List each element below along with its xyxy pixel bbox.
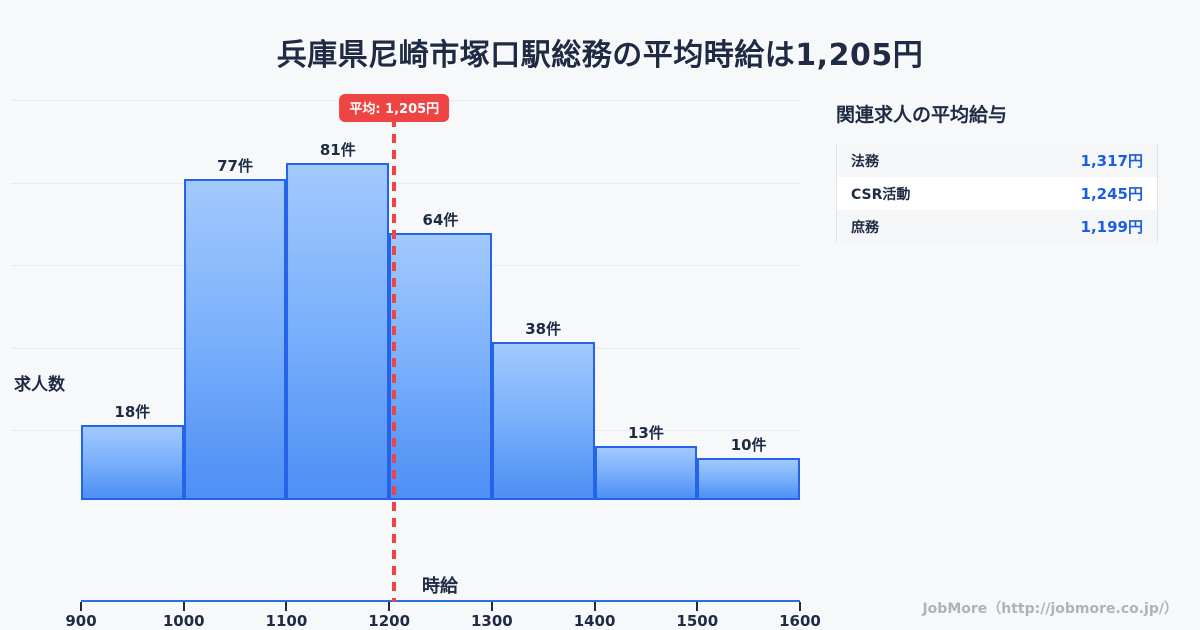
related-salary-panel: 関連求人の平均給与 法務 1,317円 CSR活動 1,245円庶務 1,199円 (836, 100, 1166, 243)
x-axis-tick (182, 602, 185, 611)
bar-value-label: 13件 (627, 423, 664, 442)
plot-area: 18件 77件 81件 64件 38件 13件 10件 (11, 100, 800, 500)
x-axis-tick-label: 1200 (368, 612, 411, 630)
gridline (11, 182, 800, 184)
related-salary-value: 1,245円 (1080, 185, 1143, 203)
related-salary-job-name: CSR活動 (851, 186, 911, 203)
bar-value-label: 77件 (217, 157, 253, 176)
bar (594, 445, 698, 500)
related-salary-heading: 関連求人の平均給与 (836, 104, 1008, 126)
related-salary-row: 法務 1,317円 (837, 144, 1157, 177)
x-axis-tick-label: 1100 (265, 612, 308, 630)
bar-value-label: 38件 (525, 319, 562, 338)
x-axis-tick (696, 602, 699, 611)
bar-value-label: 10件 (730, 436, 767, 455)
bar (183, 179, 287, 500)
related-salary-job-name: 法務 (851, 153, 879, 170)
histogram-chart: 18件 77件 81件 64件 38件 13件 10件 求人数 900 1000 1100 120… (0, 90, 830, 630)
bar (491, 341, 595, 500)
x-axis-tick-label: 1400 (573, 612, 616, 630)
x-axis-tick (388, 602, 391, 611)
related-salary-table: 法務 1,317円 CSR活動 1,245円庶務 1,199円 (836, 144, 1158, 243)
mean-value-badge: 平均: 1,205円 (339, 94, 450, 122)
x-axis-tick (285, 602, 288, 611)
y-axis-label: 求人数 (14, 375, 65, 395)
x-axis-tick-label: 1600 (779, 612, 821, 630)
x-axis-tick-label: 1000 (162, 612, 205, 630)
footer-attribution: JobMore（http://jobmore.co.jp/） (922, 601, 1178, 617)
x-axis-line (81, 600, 800, 602)
bar-value-label: 81件 (319, 140, 356, 159)
related-salary-row: 庶務 1,199円 (837, 210, 1157, 243)
bar (81, 425, 184, 500)
related-salary-row: CSR活動 1,245円 (837, 177, 1157, 210)
page-title: 兵庫県尼崎市塚口駅総務の平均時給は1,205円 (276, 38, 924, 73)
x-axis-tick (799, 602, 801, 611)
x-axis-tick (490, 602, 493, 611)
x-axis-label: 時給 (422, 576, 458, 597)
related-salary-job-name: 庶務 (851, 219, 879, 236)
bar-value-label: 18件 (114, 403, 151, 421)
mean-marker-line (392, 118, 397, 602)
bar (389, 233, 492, 500)
x-axis-tick-label: 1500 (676, 612, 719, 630)
bar (697, 458, 800, 500)
bar-value-label: 64件 (422, 211, 459, 230)
x-axis-tick-label: 900 (65, 612, 97, 630)
related-salary-value: 1,199円 (1080, 218, 1143, 236)
bar (286, 162, 390, 500)
related-salary-value: 1,317円 (1080, 152, 1143, 170)
x-axis-tick-label: 1300 (470, 612, 513, 630)
x-axis-tick (80, 602, 82, 611)
x-axis-tick (593, 602, 596, 611)
